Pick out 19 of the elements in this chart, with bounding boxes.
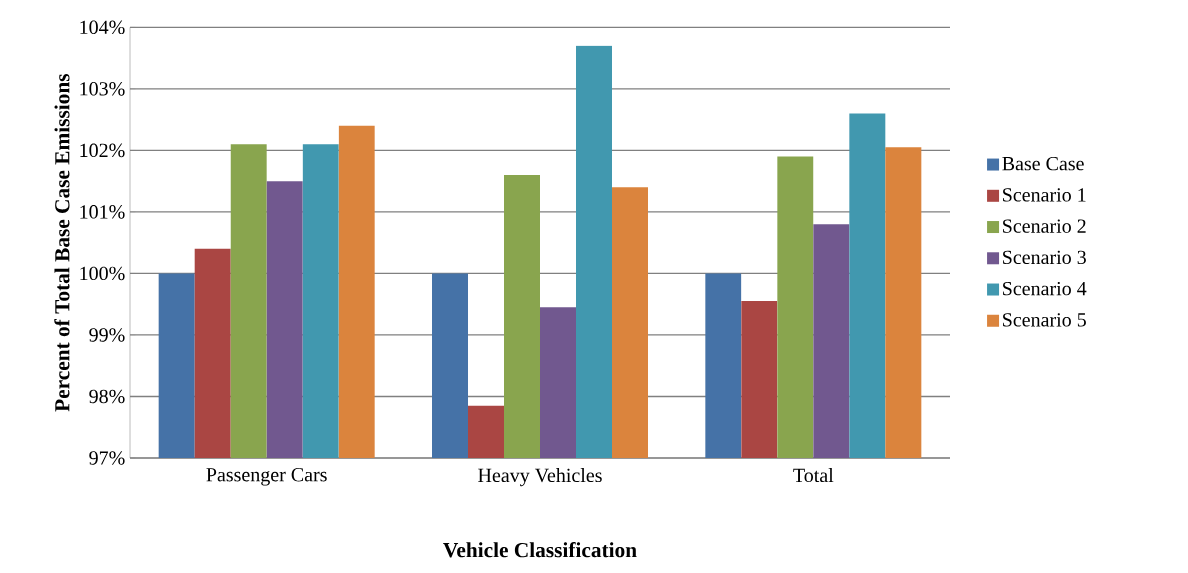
y-tick-label: 104% [80, 20, 125, 35]
legend-label: Scenario 4 [1003, 281, 1087, 296]
legend-label: Scenario 2 [1003, 219, 1086, 233]
y-axis-title: Percent of Total Base Case Emissions [54, 73, 70, 412]
legend-label: Base Case [1002, 156, 1084, 171]
x-axis-title: Vehicle Classification [443, 542, 637, 558]
y-tick-label: 100% [80, 266, 125, 281]
y-tick-label: 102% [80, 143, 125, 158]
y-tick-label: 99% [89, 328, 125, 342]
y-tick-label: 103% [80, 82, 125, 96]
legend-label: Scenario 5 [1003, 313, 1086, 327]
x-tick-label: Passenger Cars [206, 468, 327, 486]
x-tick-label: Total [793, 468, 834, 483]
legend-label: Scenario 3 [1003, 250, 1086, 265]
x-tick-label: Heavy Vehicles [478, 468, 602, 487]
legend-label: Scenario 1 [1003, 188, 1086, 202]
y-tick-label: 101% [80, 205, 125, 219]
y-tick-label: 98% [89, 389, 125, 404]
y-tick-label: 97% [89, 451, 125, 465]
